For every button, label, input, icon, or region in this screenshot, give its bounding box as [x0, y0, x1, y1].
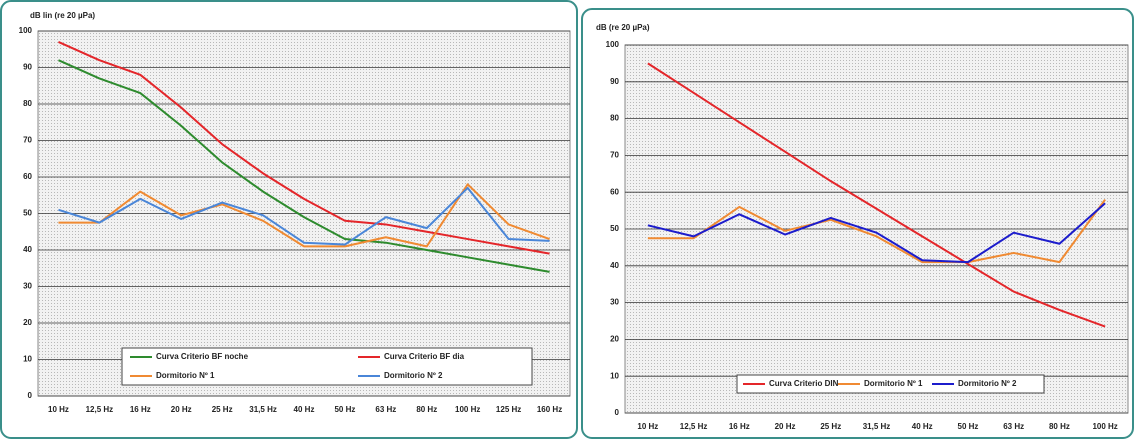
x-tick-label: 31,5 Hz	[863, 422, 891, 431]
x-tick-label: 100 Hz	[1092, 422, 1117, 431]
y-tick-label: 60	[23, 172, 32, 181]
legend-label: Dormitorio Nº 1	[864, 379, 923, 388]
y-tick-label: 70	[610, 151, 619, 160]
y-tick-label: 0	[28, 391, 33, 400]
x-tick-label: 50 Hz	[958, 422, 979, 431]
x-tick-label: 10 Hz	[637, 422, 658, 431]
series-line	[647, 198, 1106, 264]
x-tick-label: 10 Hz	[48, 405, 69, 414]
y-tick-label: 100	[606, 40, 620, 49]
y-tick-label: 0	[615, 408, 620, 417]
series-line	[58, 183, 550, 248]
series-line	[58, 59, 550, 273]
y-tick-label: 30	[610, 298, 619, 307]
series-line	[647, 202, 1106, 264]
legend	[736, 374, 1045, 394]
x-tick-label: 100 Hz	[455, 405, 480, 414]
x-tick-label: 25 Hz	[212, 405, 233, 414]
y-tick-label: 80	[23, 99, 32, 108]
x-tick-label: 25 Hz	[820, 422, 841, 431]
y-tick-label: 90	[610, 77, 619, 86]
x-tick-label: 40 Hz	[912, 422, 933, 431]
x-tick-label: 20 Hz	[171, 405, 192, 414]
y-tick-label: 70	[23, 136, 32, 145]
y-tick-label: 90	[23, 63, 32, 72]
x-tick-label: 80 Hz	[1049, 422, 1070, 431]
series-line	[58, 41, 550, 255]
x-tick-label: 16 Hz	[729, 422, 750, 431]
legend-label: Curva Criterio DIN	[769, 379, 839, 388]
x-tick-label: 80 Hz	[416, 405, 437, 414]
y-tick-label: 20	[23, 318, 32, 327]
x-tick-label: 31,5 Hz	[249, 405, 277, 414]
x-tick-label: 16 Hz	[130, 405, 151, 414]
x-tick-label: 12,5 Hz	[680, 422, 708, 431]
x-tick-label: 20 Hz	[775, 422, 796, 431]
legend-label: Dormitorio Nº 2	[384, 371, 443, 380]
legend	[121, 347, 533, 386]
x-tick-label: 160 Hz	[537, 405, 562, 414]
y-tick-label: 10	[23, 355, 32, 364]
y-tick-label: 10	[610, 371, 619, 380]
y-axis-label: dB (re 20 µPa)	[596, 23, 650, 32]
x-tick-label: 63 Hz	[375, 405, 396, 414]
y-tick-label: 30	[23, 282, 32, 291]
series-line	[647, 62, 1106, 328]
x-tick-label: 40 Hz	[294, 405, 315, 414]
legend-label: Dormitorio Nº 1	[156, 371, 215, 380]
x-tick-label: 63 Hz	[1003, 422, 1024, 431]
y-tick-label: 60	[610, 187, 619, 196]
series-line	[58, 186, 550, 246]
y-tick-label: 20	[610, 335, 619, 344]
y-tick-label: 40	[610, 261, 619, 270]
x-tick-label: 12,5 Hz	[86, 405, 114, 414]
y-tick-label: 50	[610, 224, 619, 233]
legend-label: Curva Criterio BF dia	[384, 352, 465, 361]
legend-label: Dormitorio Nº 2	[958, 379, 1017, 388]
y-tick-label: 80	[610, 114, 619, 123]
y-tick-label: 50	[23, 209, 32, 218]
y-tick-label: 100	[19, 26, 33, 35]
x-tick-label: 125 Hz	[496, 405, 521, 414]
y-tick-label: 40	[23, 245, 32, 254]
legend-label: Curva Criterio BF noche	[156, 352, 249, 361]
y-axis-label: dB lin (re 20 µPa)	[30, 11, 95, 20]
x-tick-label: 50 Hz	[334, 405, 355, 414]
